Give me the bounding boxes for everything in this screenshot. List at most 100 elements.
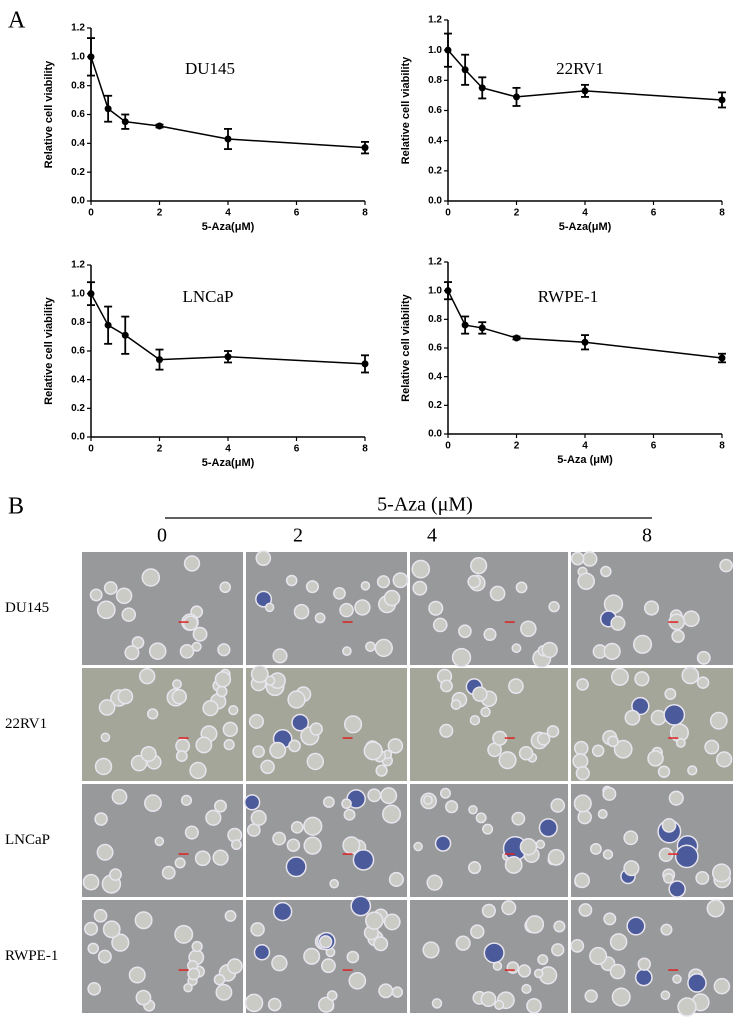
cell: [492, 730, 508, 746]
cell: [87, 981, 102, 996]
cell: [584, 989, 598, 1003]
cell: [183, 982, 193, 993]
cell: [269, 741, 287, 759]
cell: [573, 794, 592, 813]
x-tick-label: 4: [225, 208, 231, 219]
cell: [609, 963, 626, 980]
point: [87, 290, 95, 298]
panel-b-title: 5-Aza (μM): [377, 494, 473, 516]
cell: [214, 799, 227, 813]
y-tick-label: 1.0: [71, 51, 85, 62]
cell: [226, 958, 243, 975]
y-tick-label: 0.6: [428, 105, 442, 116]
cell: [309, 722, 323, 736]
cell: [94, 757, 113, 776]
cell: [141, 568, 161, 587]
cell: [526, 998, 542, 1014]
cell: [536, 732, 551, 746]
cell: [439, 787, 451, 799]
cell: [367, 788, 382, 803]
cell: [189, 761, 207, 780]
cell: [354, 599, 371, 616]
cell: [623, 860, 640, 877]
y-tick-label: 0.2: [428, 400, 442, 411]
cell: [194, 850, 211, 867]
cell: [82, 873, 100, 891]
y-tick-label: 0.4: [71, 138, 85, 149]
cell: [223, 739, 235, 751]
cell: [681, 666, 700, 685]
y-tick-label: 0.4: [71, 374, 85, 385]
cell: [480, 706, 491, 718]
cell: [250, 665, 269, 684]
cell: [323, 796, 335, 808]
cell: [267, 997, 282, 1012]
cell: [520, 620, 537, 638]
cell: [285, 574, 298, 587]
cell: [489, 585, 506, 602]
micrograph-bg: [410, 668, 568, 781]
x-tick-label: 8: [719, 208, 725, 219]
cell: [511, 811, 526, 826]
cell: [378, 983, 394, 999]
point: [156, 122, 163, 130]
cell: [202, 699, 219, 717]
cell: [609, 933, 628, 951]
point: [718, 354, 726, 362]
cell: [660, 990, 671, 1001]
cell: [550, 798, 566, 813]
cell: [517, 964, 532, 978]
cell: [343, 808, 356, 821]
cell: [458, 624, 472, 639]
micrograph: [571, 666, 733, 781]
cell: [576, 678, 589, 691]
point: [461, 321, 469, 329]
cell: [260, 759, 275, 775]
panel-label: B: [8, 494, 24, 520]
cell: [391, 986, 404, 998]
y-tick-label: 1.2: [428, 257, 442, 268]
cell: [117, 688, 134, 705]
cell: [365, 641, 376, 652]
micrograph: [82, 552, 243, 665]
cell: [215, 685, 228, 698]
cell: [244, 993, 264, 1013]
y-axis-label: Relative cell viability: [43, 60, 55, 168]
cell: [383, 589, 401, 607]
cell: [180, 794, 193, 806]
point: [121, 118, 129, 126]
cell: [271, 954, 288, 972]
cell: [124, 645, 140, 661]
cell: [321, 958, 336, 974]
cell: [671, 629, 685, 643]
cell: [548, 601, 560, 613]
cell: [388, 871, 404, 888]
cell: [518, 746, 534, 761]
cell: [102, 920, 121, 939]
cell: [96, 600, 116, 620]
micrograph: [410, 784, 568, 897]
cell: [578, 903, 593, 917]
cell: [632, 634, 653, 654]
column-label: 4: [427, 525, 437, 547]
x-tick-label: 0: [88, 444, 94, 455]
cell: [450, 699, 462, 711]
cell: [674, 844, 699, 869]
cell: [480, 991, 497, 1008]
cell: [589, 946, 608, 965]
y-tick-label: 0.4: [428, 371, 442, 382]
cell: [111, 788, 128, 805]
cell: [603, 642, 621, 660]
cell: [146, 708, 159, 720]
cell: [363, 741, 383, 761]
cell: [140, 745, 157, 763]
cell: [440, 679, 453, 693]
point: [513, 93, 520, 101]
cell: [455, 935, 471, 951]
cell: [519, 838, 538, 856]
cell: [303, 947, 321, 965]
cell: [175, 750, 188, 763]
cell: [637, 957, 651, 971]
cell: [591, 744, 605, 758]
